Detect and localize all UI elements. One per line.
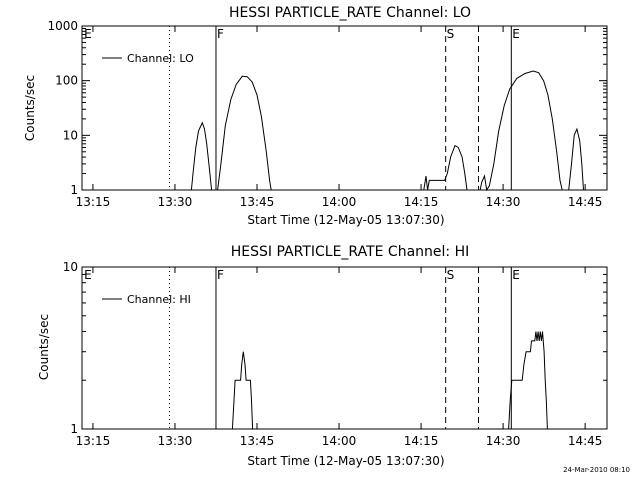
event-marker-label-lo-5: E bbox=[512, 27, 520, 41]
x-tick-label-lo-0: 13:15 bbox=[76, 195, 111, 209]
series-line-hi-0 bbox=[231, 351, 254, 430]
y-tick-label-lo-0: 1 bbox=[70, 183, 78, 197]
plot-frame-lo bbox=[81, 25, 608, 191]
event-marker-label-lo-3: S bbox=[447, 27, 455, 41]
series-line-hi-1 bbox=[508, 331, 548, 430]
chart-panel-hi: HESSI PARTICLE_RATE Channel: HI Counts/s… bbox=[37, 244, 608, 468]
y-tick-label-lo-1: 10 bbox=[63, 128, 78, 142]
x-axis-label-lo: Start Time (12-May-05 13:07:30) bbox=[247, 213, 444, 227]
series-line-lo-4 bbox=[568, 127, 584, 191]
x-tick-label-lo-2: 13:45 bbox=[240, 195, 275, 209]
series-line-lo-1 bbox=[217, 75, 272, 191]
chart-title-lo: HESSI PARTICLE_RATE Channel: LO bbox=[229, 5, 471, 21]
x-tick-label-hi-4: 14:15 bbox=[404, 434, 439, 448]
y-tick-label-hi-1: 10 bbox=[63, 260, 78, 274]
x-tick-label-lo-3: 14:00 bbox=[322, 195, 357, 209]
legend-label-lo: Channel: LO bbox=[127, 52, 194, 65]
x-tick-label-hi-3: 14:00 bbox=[322, 434, 357, 448]
chart-title-hi: HESSI PARTICLE_RATE Channel: HI bbox=[231, 244, 469, 260]
plot-frame-hi bbox=[81, 266, 608, 430]
legend-label-hi: Channel: HI bbox=[127, 293, 191, 306]
event-marker-label-hi-2: F bbox=[217, 268, 224, 282]
series-line-lo-2 bbox=[423, 144, 468, 191]
x-tick-label-hi-2: 13:45 bbox=[240, 434, 275, 448]
event-marker-label-hi-5: E bbox=[512, 268, 520, 282]
x-tick-label-lo-6: 14:45 bbox=[568, 195, 603, 209]
generation-timestamp: 24-Mar-2010 08:10 bbox=[563, 466, 630, 474]
series-line-lo-0 bbox=[190, 121, 213, 191]
event-marker-label-lo-2: F bbox=[217, 27, 224, 41]
x-tick-label-lo-4: 14:15 bbox=[404, 195, 439, 209]
series-line-lo-3 bbox=[479, 70, 563, 192]
x-tick-label-hi-1: 13:30 bbox=[158, 434, 193, 448]
plot-content-hi: 13:15 13:30 13:45 14:00 14:15 14:30 14:45 1 10 E F… bbox=[63, 260, 608, 448]
y-tick-label-lo-3: 1000 bbox=[47, 19, 78, 33]
x-tick-label-lo-5: 14:30 bbox=[486, 195, 521, 209]
y-axis-label-hi: Counts/sec bbox=[37, 314, 51, 380]
chart-panel-lo: HESSI PARTICLE_RATE Channel: LO Counts/s… bbox=[23, 5, 608, 227]
y-tick-label-lo-2: 100 bbox=[55, 74, 78, 88]
x-tick-label-hi-0: 13:15 bbox=[76, 434, 111, 448]
y-tick-label-hi-0: 1 bbox=[70, 422, 78, 436]
y-axis-label-lo: Counts/sec bbox=[23, 75, 37, 141]
plot-content-lo: 13:15 13:30 13:45 14:00 14:15 14:30 14:45 1 10 10… bbox=[47, 19, 608, 209]
x-tick-label-lo-1: 13:30 bbox=[158, 195, 193, 209]
event-marker-label-hi-3: S bbox=[447, 268, 455, 282]
x-tick-label-hi-5: 14:30 bbox=[486, 434, 521, 448]
event-marker-label-lo-0: E bbox=[84, 27, 92, 41]
x-axis-label-hi: Start Time (12-May-05 13:07:30) bbox=[247, 454, 444, 468]
event-marker-label-hi-0: E bbox=[84, 268, 92, 282]
x-tick-label-hi-6: 14:45 bbox=[568, 434, 603, 448]
